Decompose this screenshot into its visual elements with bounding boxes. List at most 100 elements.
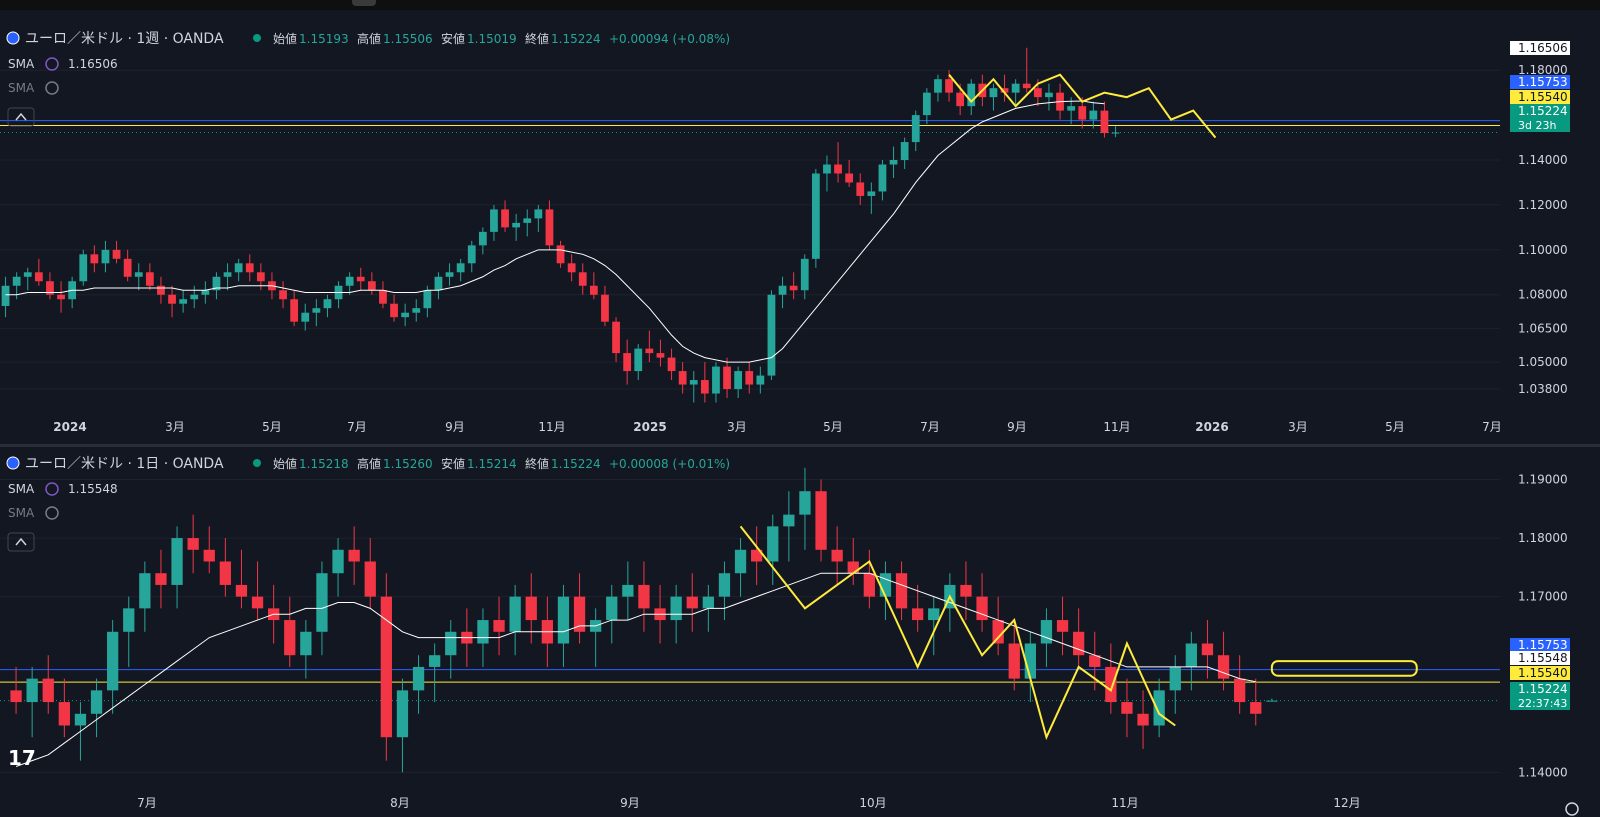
candle-body[interactable] — [1153, 690, 1165, 726]
candle-body[interactable] — [478, 231, 487, 246]
candle-body[interactable] — [856, 182, 865, 196]
candle-body[interactable] — [670, 596, 682, 621]
candle-body[interactable] — [867, 191, 876, 196]
candle-body[interactable] — [723, 366, 731, 390]
candle-body[interactable] — [612, 321, 620, 354]
candle-body[interactable] — [284, 620, 296, 656]
candle-body[interactable] — [945, 79, 953, 93]
candle-body[interactable] — [845, 173, 854, 183]
candle-body[interactable] — [667, 357, 676, 372]
candle-body[interactable] — [700, 380, 709, 394]
candle-body[interactable] — [799, 491, 811, 515]
candle-body[interactable] — [112, 249, 121, 259]
candle-body[interactable] — [223, 272, 232, 277]
candle-body[interactable] — [589, 285, 598, 295]
candle-body[interactable] — [58, 702, 70, 726]
candle-body[interactable] — [509, 596, 521, 632]
candle-body[interactable] — [501, 209, 509, 228]
candle-body[interactable] — [379, 290, 387, 304]
candle-body[interactable] — [878, 164, 887, 192]
candle-body[interactable] — [23, 272, 32, 277]
candle-body[interactable] — [831, 549, 843, 562]
candle-body[interactable] — [928, 608, 940, 621]
candle-body[interactable] — [212, 276, 221, 291]
candle-body[interactable] — [256, 272, 265, 282]
candle-body[interactable] — [601, 294, 609, 322]
sma-settings-icon[interactable] — [45, 482, 59, 496]
candle-body[interactable] — [1250, 702, 1262, 714]
candle-body[interactable] — [718, 573, 731, 597]
price-label-level_blue[interactable]: 1.15753 — [1510, 75, 1570, 89]
price-label-level_blue[interactable]: 1.15753 — [1510, 638, 1570, 652]
candle-body[interactable] — [46, 281, 54, 295]
candle-body[interactable] — [345, 276, 354, 286]
candle-body[interactable] — [1078, 106, 1087, 120]
candle-body[interactable] — [57, 294, 65, 300]
candle-body[interactable] — [390, 303, 398, 318]
indicator-name[interactable]: SMA — [8, 506, 35, 520]
candle-body[interactable] — [976, 596, 988, 621]
candle-body[interactable] — [889, 160, 898, 165]
candle-body[interactable] — [279, 290, 287, 300]
candle-body[interactable] — [412, 308, 421, 313]
candle-body[interactable] — [490, 209, 498, 232]
candle-body[interactable] — [734, 371, 743, 390]
candle-body[interactable] — [356, 276, 365, 282]
candle-body[interactable] — [1105, 666, 1117, 703]
candle-body[interactable] — [190, 294, 199, 300]
candle-body[interactable] — [1089, 110, 1098, 120]
candle-body[interactable] — [934, 79, 942, 93]
candle-body[interactable] — [134, 272, 143, 277]
candle-body[interactable] — [634, 348, 643, 372]
candle-body[interactable] — [42, 678, 54, 703]
candle-body[interactable] — [1234, 678, 1246, 703]
candle-body[interactable] — [10, 690, 22, 703]
candle-body[interactable] — [300, 631, 312, 656]
candle-body[interactable] — [157, 285, 165, 295]
candle-body[interactable] — [767, 294, 776, 376]
candle-body[interactable] — [557, 596, 570, 644]
candle-body[interactable] — [401, 312, 410, 318]
candle-body[interactable] — [879, 573, 892, 597]
candle-body[interactable] — [525, 596, 537, 621]
candle-body[interactable] — [911, 115, 920, 143]
candle-body[interactable] — [1089, 655, 1101, 667]
candle-body[interactable] — [622, 584, 634, 597]
price-label-sma[interactable]: 1.16506 — [1510, 41, 1570, 55]
candle-body[interactable] — [323, 299, 332, 309]
candle-body[interactable] — [1000, 88, 1009, 93]
candle-body[interactable] — [396, 690, 409, 738]
candle-body[interactable] — [778, 285, 787, 295]
candle-body[interactable] — [1040, 620, 1053, 644]
candle-body[interactable] — [445, 631, 457, 656]
candle-body[interactable] — [783, 514, 795, 527]
price-label-level_yellow[interactable]: 1.15540 — [1510, 666, 1570, 680]
candle-body[interactable] — [1008, 643, 1020, 679]
candle-body[interactable] — [863, 573, 875, 597]
candle-body[interactable] — [168, 294, 176, 304]
candle-body[interactable] — [1022, 83, 1031, 89]
candle-body[interactable] — [1011, 83, 1020, 93]
candle-body[interactable] — [573, 596, 586, 632]
candle-body[interactable] — [922, 92, 931, 116]
candle-body[interactable] — [26, 678, 38, 703]
candle-body[interactable] — [1185, 643, 1197, 667]
candle-body[interactable] — [823, 164, 831, 174]
candle-body[interactable] — [201, 290, 210, 295]
tradingview-logo-icon[interactable]: 17 — [8, 746, 36, 770]
candle-body[interactable] — [834, 164, 842, 174]
candle-body[interactable] — [493, 620, 505, 632]
candle-body[interactable] — [1073, 631, 1085, 656]
candle-body[interactable] — [155, 573, 167, 585]
candle-body[interactable] — [90, 254, 99, 264]
candle-body[interactable] — [34, 272, 43, 282]
candle-body[interactable] — [689, 380, 698, 385]
candle-body[interactable] — [767, 526, 779, 562]
candle-body[interactable] — [203, 549, 215, 562]
candle-body[interactable] — [847, 561, 859, 574]
candle-body[interactable] — [434, 276, 443, 291]
candle-body[interactable] — [811, 173, 820, 259]
